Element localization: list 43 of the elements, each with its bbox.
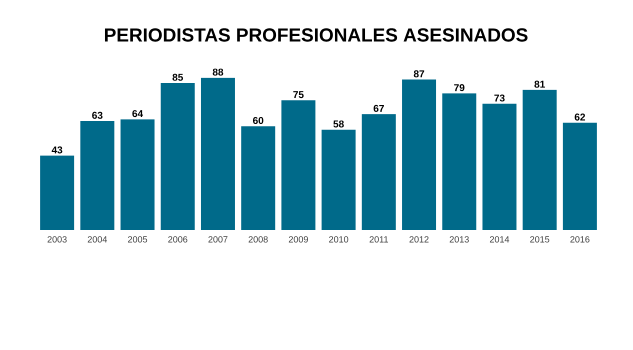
x-tick-label: 2016	[570, 236, 590, 243]
bar	[322, 130, 356, 230]
bar	[241, 126, 276, 230]
data-label: 43	[52, 146, 62, 154]
bar	[80, 121, 114, 230]
x-tick-label: 2013	[450, 236, 469, 243]
bar	[362, 114, 396, 230]
data-label: 63	[92, 112, 103, 119]
bar	[40, 156, 74, 230]
data-label: 88	[212, 68, 224, 76]
data-label: 60	[253, 116, 264, 124]
bar	[160, 83, 195, 230]
data-label: 73	[494, 94, 505, 102]
x-tick-label: 2009	[288, 236, 308, 243]
x-tick-label: 2003	[48, 236, 67, 243]
x-tick-label: 2011	[370, 236, 388, 243]
data-label: 64	[132, 110, 144, 118]
x-tick-label: 2006	[168, 236, 188, 243]
bar	[120, 119, 155, 230]
x-tick-label: 2014	[490, 236, 510, 243]
x-tick-label: 2015	[530, 236, 550, 243]
x-tick-label: 2008	[248, 236, 268, 243]
x-tick-label: 2004	[88, 236, 108, 243]
data-label: 58	[333, 120, 344, 128]
bar	[562, 122, 597, 230]
data-label: 85	[172, 74, 184, 81]
data-label: 79	[454, 84, 464, 92]
bar	[281, 100, 316, 230]
bar	[200, 78, 235, 230]
x-tick-label: 2007	[208, 236, 228, 243]
bar	[442, 93, 476, 230]
data-label: 62	[574, 114, 586, 121]
x-tick-label: 2012	[410, 236, 429, 243]
x-tick-label: 2005	[128, 236, 148, 243]
bar	[402, 80, 436, 230]
x-tick-label: 2010	[329, 236, 348, 243]
data-label: 81	[534, 80, 545, 88]
chart-title: PERIODISTAS PROFESIONALES ASESINADOS	[104, 28, 528, 42]
data-label: 67	[374, 104, 384, 112]
data-label: 75	[293, 91, 304, 98]
bar	[482, 104, 516, 230]
data-label: 87	[414, 70, 424, 78]
bar	[522, 90, 557, 230]
